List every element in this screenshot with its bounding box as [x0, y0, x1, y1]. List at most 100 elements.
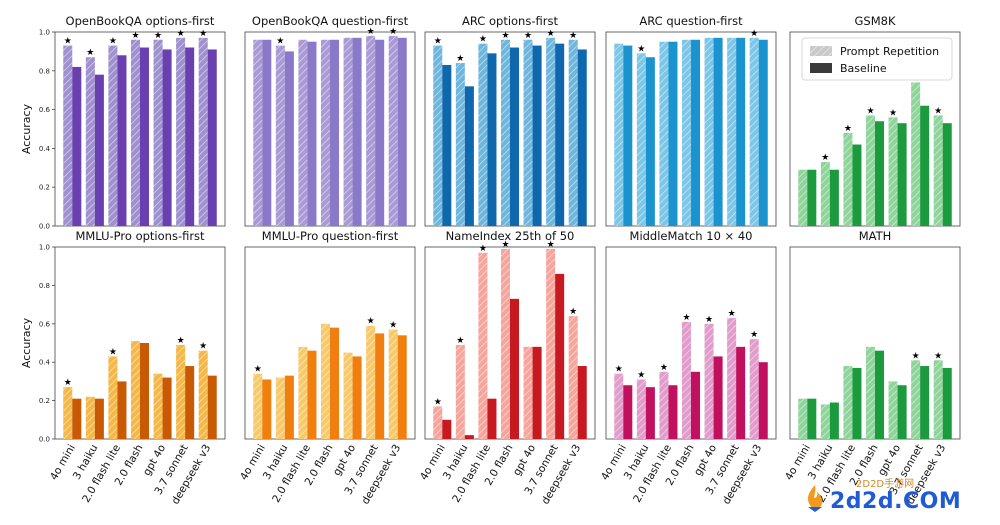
bar-prompt-repetition: [614, 373, 624, 439]
bar-prompt-repetition: [727, 37, 737, 226]
bar-baseline: [464, 435, 474, 439]
bar-baseline: [94, 74, 104, 227]
bar-prompt-repetition: [704, 37, 714, 226]
significance-star: ★: [934, 106, 942, 116]
significance-star: ★: [501, 31, 509, 41]
bar-baseline: [829, 402, 839, 439]
y-tick-label: 0.2: [39, 184, 50, 192]
legend-box: [801, 37, 953, 81]
bar-prompt-repetition: [798, 169, 808, 226]
bar-baseline: [72, 398, 82, 439]
subplot: NameIndex 25th of 50★4o mini★3 haiku★2.0…: [418, 229, 596, 506]
bar-baseline: [94, 398, 104, 439]
bar-prompt-repetition: [455, 63, 465, 226]
bar-prompt-repetition: [198, 350, 208, 439]
bar-baseline: [72, 66, 82, 226]
bar-prompt-repetition: [478, 43, 488, 226]
bar-baseline: [185, 366, 195, 439]
bar-baseline: [207, 375, 217, 439]
bar-baseline: [375, 333, 385, 439]
subplot-title: MATH: [859, 229, 892, 243]
bar-prompt-repetition: [85, 396, 95, 439]
bar-baseline: [352, 356, 362, 439]
bar-baseline: [307, 41, 317, 227]
bar-baseline: [942, 123, 952, 226]
bar-baseline: [942, 367, 952, 439]
bar-prompt-repetition: [108, 45, 118, 226]
significance-star: ★: [367, 27, 375, 37]
bar-prompt-repetition: [888, 381, 898, 439]
bar-prompt-repetition: [130, 39, 140, 227]
bar-prompt-repetition: [388, 35, 398, 226]
significance-star: ★: [547, 240, 555, 250]
bar-baseline: [897, 123, 907, 226]
bar-baseline: [713, 37, 723, 226]
bar-prompt-repetition: [704, 323, 714, 439]
bar-baseline: [623, 385, 633, 439]
significance-star: ★: [64, 37, 72, 47]
bar-baseline: [262, 39, 272, 227]
bar-baseline: [284, 375, 294, 439]
bar-prompt-repetition: [523, 39, 533, 227]
bar-prompt-repetition: [130, 341, 140, 439]
significance-star: ★: [501, 240, 509, 250]
bar-prompt-repetition: [681, 39, 691, 227]
bar-baseline: [510, 47, 520, 226]
bar-prompt-repetition: [176, 344, 186, 439]
y-tick-label: 1.0: [39, 29, 50, 37]
bar-baseline: [577, 366, 587, 439]
bar-baseline: [807, 169, 817, 226]
significance-star: ★: [615, 365, 623, 375]
bar-prompt-repetition: [433, 45, 443, 226]
subplot-title: MMLU-Pro question-first: [262, 229, 399, 243]
bar-baseline: [140, 47, 150, 226]
significance-star: ★: [86, 48, 94, 58]
significance-star: ★: [177, 29, 185, 39]
significance-star: ★: [524, 31, 532, 41]
significance-star: ★: [750, 330, 758, 340]
bar-baseline: [829, 169, 839, 226]
bar-baseline: [555, 273, 565, 439]
bar-baseline: [532, 45, 542, 226]
bar-baseline: [623, 45, 633, 226]
bar-baseline: [897, 385, 907, 439]
bar-prompt-repetition: [108, 356, 118, 439]
bar-prompt-repetition: [636, 53, 646, 227]
subplot-title: MMLU-Pro options-first: [75, 229, 205, 243]
bar-prompt-repetition: [798, 398, 808, 439]
y-tick-label: 0.6: [39, 320, 51, 328]
y-tick-label: 0.6: [39, 106, 51, 114]
bar-prompt-repetition: [681, 321, 691, 439]
subplot-title: OpenBookQA question-first: [252, 14, 409, 28]
significance-star: ★: [199, 29, 207, 39]
significance-star: ★: [64, 378, 72, 388]
significance-star: ★: [154, 31, 162, 41]
bar-prompt-repetition: [749, 339, 759, 439]
y-tick-label: 0.4: [39, 145, 51, 153]
bar-baseline: [185, 47, 195, 226]
significance-star: ★: [434, 397, 442, 407]
bar-baseline: [532, 346, 542, 439]
significance-star: ★: [456, 336, 464, 346]
significance-star: ★: [728, 309, 736, 319]
subplot: ARC options-first★★★ ★ ★ ★ ★: [424, 14, 596, 227]
bar-prompt-repetition: [568, 39, 578, 227]
y-tick-label: 0.4: [39, 359, 51, 367]
bar-baseline: [117, 381, 127, 439]
significance-star: ★: [637, 370, 645, 380]
significance-star: ★: [434, 37, 442, 47]
bar-baseline: [397, 335, 407, 439]
bar-prompt-repetition: [636, 379, 646, 439]
significance-star: ★: [479, 35, 487, 45]
bar-prompt-repetition: [253, 373, 263, 439]
watermark-brand: 2d2d.COM: [830, 489, 962, 514]
bar-baseline: [852, 367, 862, 439]
bar-prompt-repetition: [433, 406, 443, 439]
bar-prompt-repetition: [298, 346, 308, 439]
bar-baseline: [668, 385, 678, 439]
bar-baseline: [875, 121, 885, 226]
bar-prompt-repetition: [523, 346, 533, 439]
bar-baseline: [162, 377, 172, 439]
bar-baseline: [352, 37, 362, 226]
significance-star: ★: [254, 365, 262, 375]
